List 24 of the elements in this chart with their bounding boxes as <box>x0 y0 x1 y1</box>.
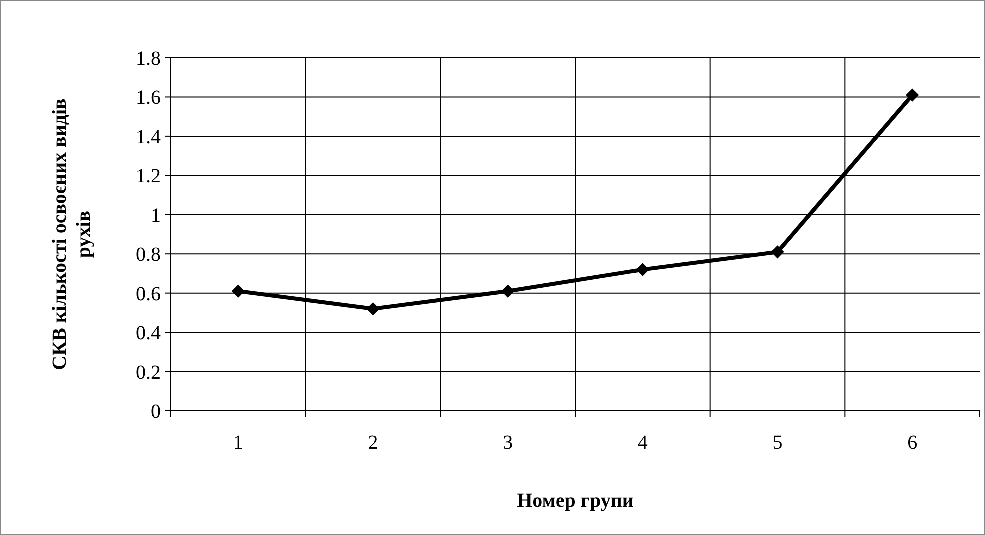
x-tick-label: 2 <box>368 432 378 454</box>
y-tick-label: 0.2 <box>136 362 161 384</box>
x-tick-label: 5 <box>772 432 783 454</box>
point <box>636 263 650 276</box>
y-tick-label: 0 <box>151 401 161 423</box>
y-tick-label: 0.4 <box>136 322 161 345</box>
y-tick-label: 1.8 <box>136 48 161 70</box>
x-axis-title: Номер групи <box>517 490 634 512</box>
y-tick-label: 1 <box>151 204 161 227</box>
y-tick-label: 1.4 <box>136 126 161 148</box>
y-tick-label: 1.2 <box>136 166 161 188</box>
x-tick-label: 6 <box>908 432 918 454</box>
x-tick-label: 4 <box>638 432 648 454</box>
y-axis-title: СКВ кількості освоєних видів рухів <box>49 98 95 370</box>
point <box>502 284 515 298</box>
y-tick-label: 1.6 <box>136 87 161 110</box>
x-tick-label: 1 <box>233 432 244 454</box>
y-tick-label: 0.6 <box>136 283 161 306</box>
x-tick-label: 3 <box>503 432 514 454</box>
point <box>366 302 380 316</box>
y-tick-label: 0.8 <box>136 244 161 266</box>
point <box>906 88 920 102</box>
point <box>771 246 784 259</box>
point <box>232 284 245 298</box>
